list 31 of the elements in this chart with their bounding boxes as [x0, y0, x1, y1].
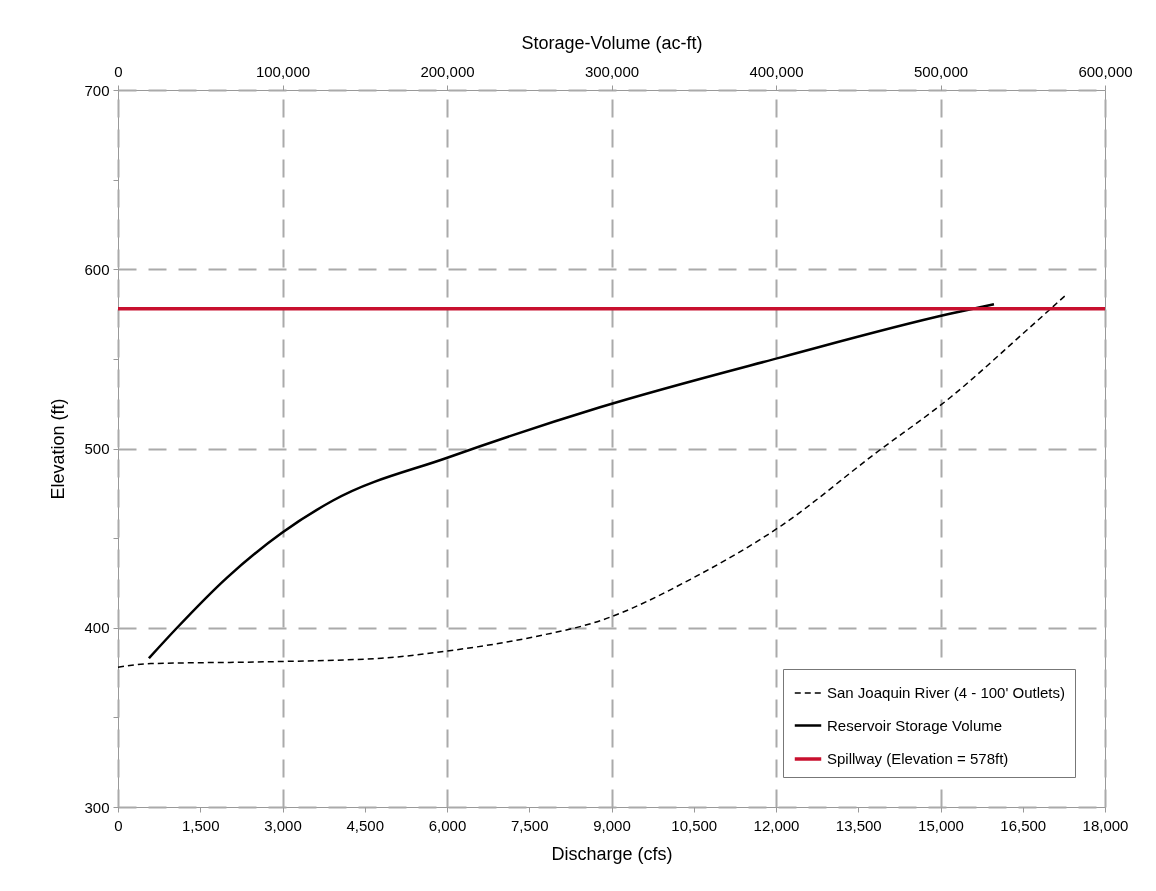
x2-axis-title: Storage-Volume (ac-ft)	[521, 32, 703, 53]
x-tick-label: 15,000	[918, 816, 964, 834]
x-tick-label: 0	[114, 816, 123, 834]
x2-tick-label: 0	[114, 62, 123, 80]
x-tick-label: 4,500	[346, 816, 385, 834]
y-tick-label: 400	[84, 619, 110, 637]
x-axis-title: Discharge (cfs)	[551, 843, 673, 864]
x-tick-label: 9,000	[593, 816, 631, 834]
x2-tick-label: 600,000	[1078, 62, 1133, 80]
x-tick-label: 18,000	[1082, 816, 1129, 834]
y-tick-label: 300	[84, 798, 110, 816]
legend-label: Spillway (Elevation = 578ft)	[827, 750, 1009, 767]
x-tick-label: 10,500	[671, 816, 718, 834]
x2-tick-label: 500,000	[913, 62, 969, 80]
x-tick-label: 16,500	[1000, 816, 1047, 834]
legend-label: San Joaquin River (4 - 100' Outlets)	[827, 684, 1065, 701]
x2-tick-label: 300,000	[584, 62, 640, 80]
y-axis-title: Elevation (ft)	[48, 398, 69, 500]
x-tick-label: 1,500	[181, 816, 220, 834]
x2-tick-label: 100,000	[255, 62, 311, 80]
x-tick-label: 3,000	[264, 816, 302, 834]
x-tick-label: 12,000	[753, 816, 800, 834]
y-tick-label: 500	[84, 440, 110, 457]
x2-tick-label: 200,000	[420, 62, 475, 80]
x2-tick-label: 400,000	[749, 62, 804, 80]
legend-label: Reservoir Storage Volume	[827, 716, 1003, 734]
x-tick-label: 7,500	[510, 816, 549, 834]
x-tick-label: 6,000	[428, 816, 467, 834]
x-tick-label: 13,500	[835, 816, 882, 834]
y-tick-label: 600	[84, 260, 110, 278]
y-tick-label: 700	[84, 81, 110, 99]
